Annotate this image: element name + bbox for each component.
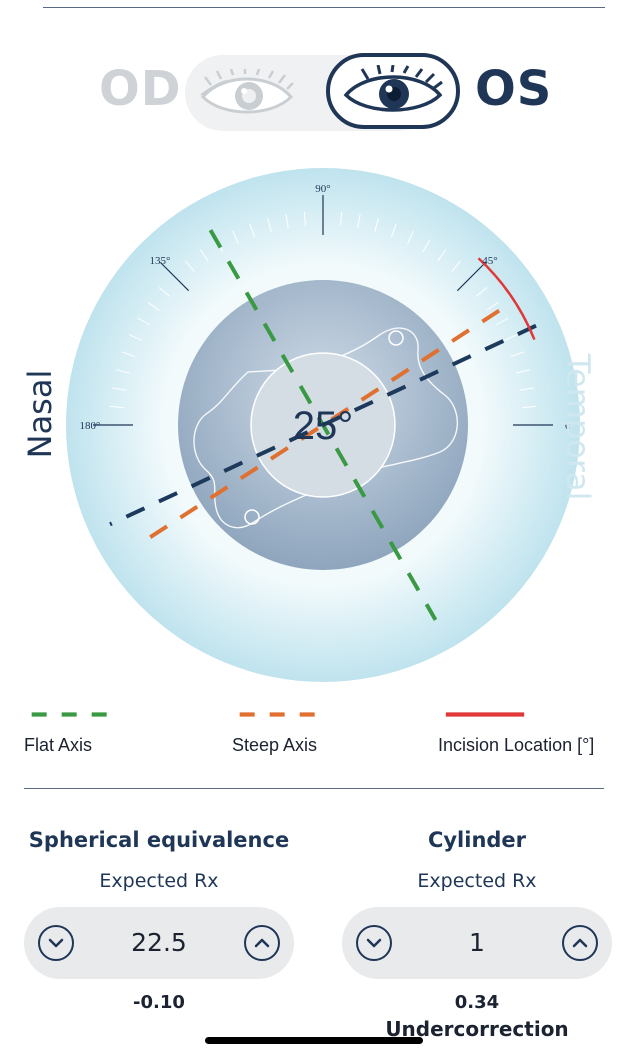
od-eye-icon[interactable] bbox=[197, 69, 297, 119]
os-option[interactable]: OS bbox=[475, 61, 553, 117]
minor-tick bbox=[339, 211, 343, 226]
steep-axis-swatch bbox=[239, 712, 317, 717]
minor-tick bbox=[137, 317, 151, 326]
spherical-stepper: 22.5 bbox=[24, 907, 294, 979]
chevron-up-icon bbox=[254, 938, 270, 948]
minor-tick bbox=[495, 317, 509, 326]
deg-label-180: 180° bbox=[80, 420, 101, 432]
minor-tick bbox=[374, 218, 379, 232]
center-angle-value: 25° bbox=[293, 404, 354, 448]
spherical-equivalence-panel: Spherical equivalence Expected Rx 22.5 -… bbox=[24, 825, 294, 1015]
cylinder-value: 1 bbox=[469, 928, 485, 957]
minor-tick bbox=[232, 230, 239, 244]
incision-arc bbox=[477, 257, 536, 341]
legend-steep-axis: Steep Axis bbox=[232, 712, 324, 756]
chevron-down-icon bbox=[366, 938, 382, 948]
eye-selector: OD OS bbox=[97, 51, 557, 135]
cylinder-decrease-button[interactable] bbox=[356, 925, 392, 961]
minor-tick bbox=[422, 239, 431, 253]
major-tick bbox=[456, 261, 487, 292]
axis-lines bbox=[109, 229, 537, 621]
deg-label-90: 90° bbox=[315, 183, 330, 195]
od-option[interactable]: OD bbox=[99, 61, 182, 117]
spherical-increase-button[interactable] bbox=[244, 925, 280, 961]
degree-ticks bbox=[93, 195, 553, 426]
deg-label-0: 0° bbox=[565, 420, 575, 432]
minor-tick bbox=[128, 334, 142, 341]
incision-swatch bbox=[445, 712, 525, 717]
os-eye-icon[interactable] bbox=[340, 65, 446, 117]
cylinder-panel: Cylinder Expected Rx 1 0.34 Undercorrect… bbox=[342, 825, 612, 1043]
minor-tick bbox=[147, 301, 160, 311]
top-divider bbox=[43, 7, 605, 8]
flat-axis-swatch bbox=[31, 712, 109, 717]
minor-tick bbox=[357, 214, 361, 229]
minor-tick bbox=[112, 387, 127, 391]
cylinder-title: Cylinder bbox=[427, 828, 527, 852]
minor-tick bbox=[475, 287, 488, 297]
cylinder-increase-button[interactable] bbox=[562, 925, 598, 961]
deg-label-135: 135° bbox=[150, 255, 171, 267]
haptic-hole-1 bbox=[388, 330, 404, 346]
flat-axis-label: Flat Axis bbox=[24, 735, 93, 755]
minor-tick bbox=[185, 260, 195, 273]
minor-tick bbox=[158, 287, 171, 297]
minor-tick bbox=[510, 351, 525, 358]
minor-tick bbox=[199, 249, 209, 262]
haptic-hole-2 bbox=[244, 509, 260, 525]
incision-axis-line bbox=[109, 323, 537, 527]
spherical-subtitle: Expected Rx bbox=[99, 870, 219, 892]
nasal-label: Nasal bbox=[21, 369, 59, 459]
minor-tick bbox=[486, 301, 499, 311]
deg-label-45: 45° bbox=[482, 255, 497, 267]
spherical-title: Spherical equivalence bbox=[28, 828, 290, 852]
spherical-decrease-button[interactable] bbox=[38, 925, 74, 961]
minor-tick bbox=[109, 405, 124, 409]
legend-flat-axis: Flat Axis bbox=[24, 712, 116, 756]
minor-tick bbox=[437, 249, 447, 262]
minor-tick bbox=[116, 369, 130, 374]
minor-tick bbox=[267, 218, 272, 232]
cylinder-stepper: 1 bbox=[342, 907, 612, 979]
minor-tick bbox=[303, 211, 307, 226]
minor-tick bbox=[390, 223, 397, 238]
minor-tick bbox=[504, 334, 518, 341]
chevron-down-icon bbox=[48, 938, 64, 948]
axis-dial-graphic[interactable]: 25° 90° 135° 45° 180° 0° bbox=[0, 160, 623, 690]
minor-tick bbox=[249, 223, 256, 238]
minor-tick bbox=[407, 230, 414, 244]
minor-tick bbox=[121, 351, 136, 358]
major-tick bbox=[159, 261, 190, 292]
minor-tick bbox=[285, 214, 289, 229]
minor-tick bbox=[519, 387, 534, 391]
home-indicator[interactable] bbox=[205, 1037, 423, 1044]
temporal-label: Temporal bbox=[559, 354, 597, 501]
spherical-value: 22.5 bbox=[131, 928, 187, 957]
spherical-result: -0.10 bbox=[133, 992, 185, 1013]
mid-divider bbox=[24, 788, 604, 789]
cylinder-result: 0.34 bbox=[454, 992, 500, 1013]
cylinder-subtitle: Expected Rx bbox=[417, 870, 537, 892]
chevron-up-icon bbox=[572, 938, 588, 948]
axis-dial: 25° 90° 135° 45° 180° 0° Nasal Temporal bbox=[0, 160, 623, 690]
legend-incision: Incision Location [°] bbox=[438, 712, 594, 756]
axis-legend: Flat Axis Steep Axis Incision Location [… bbox=[24, 712, 604, 762]
minor-tick bbox=[451, 260, 461, 273]
minor-tick bbox=[522, 405, 537, 409]
incision-label: Incision Location [°] bbox=[438, 735, 595, 755]
steep-axis-label: Steep Axis bbox=[232, 735, 318, 755]
minor-tick bbox=[516, 369, 530, 374]
